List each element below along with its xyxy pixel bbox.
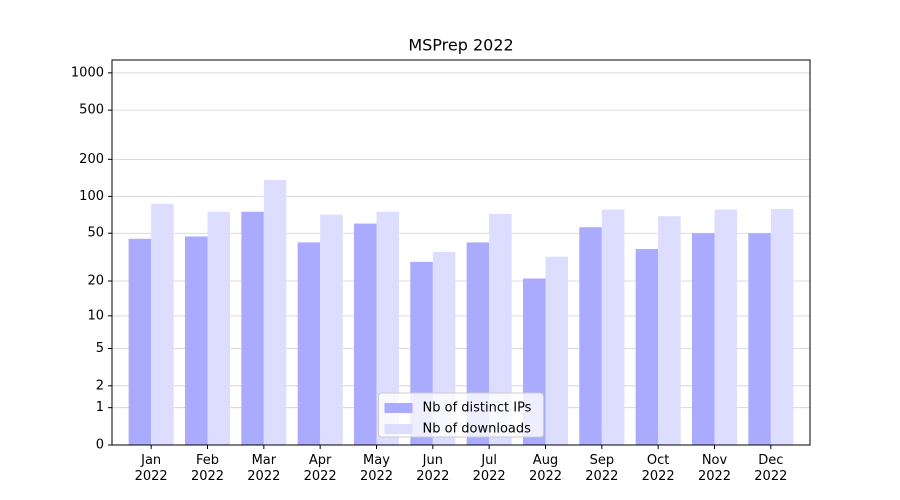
x-tick-label: May 2022	[359, 453, 394, 484]
bar	[207, 211, 231, 445]
y-tick-label: 5	[96, 341, 104, 356]
y-tick-label: 20	[87, 274, 104, 289]
legend-label: Nb of distinct IPs	[423, 401, 532, 416]
legend-frame	[378, 392, 544, 438]
bar	[241, 211, 264, 445]
bar	[658, 216, 681, 445]
y-tick-label: 500	[79, 103, 104, 118]
bar	[353, 223, 377, 445]
y-tick-label: 50	[87, 226, 104, 241]
y-tick-label: 0	[96, 438, 104, 453]
y-tick-label: 1000	[71, 65, 104, 80]
bar	[320, 214, 343, 445]
legend-swatch	[384, 424, 413, 434]
bar	[714, 209, 738, 445]
bar	[376, 211, 400, 445]
bar	[635, 249, 659, 445]
x-tick-label: Mar 2022	[247, 453, 281, 484]
bar	[184, 236, 208, 445]
x-tick-label: Jun 2022	[416, 453, 450, 484]
x-tick-label: Oct 2022	[641, 453, 675, 484]
bar	[151, 203, 174, 445]
x-tick-label: Nov 2022	[697, 453, 732, 484]
x-tick-label: Jul 2022	[472, 453, 506, 484]
bar	[545, 256, 569, 445]
chart-title: MSPrep 2022	[408, 36, 513, 55]
legend-label: Nb of downloads	[423, 422, 532, 437]
bar	[263, 179, 287, 445]
y-tick-label: 1	[96, 400, 104, 415]
x-tick-label: Jan 2022	[134, 453, 168, 484]
bar	[770, 208, 794, 445]
x-tick-label: Dec 2022	[754, 453, 788, 484]
legend-swatch	[384, 403, 413, 413]
y-tick-label: 10	[87, 308, 104, 323]
bar	[128, 238, 152, 445]
axes-frame	[111, 59, 811, 446]
bar	[489, 213, 512, 445]
x-tick-label: Feb 2022	[190, 453, 225, 484]
y-tick-label: 100	[79, 189, 104, 204]
bar	[579, 227, 602, 445]
bar	[601, 209, 625, 445]
y-tick-label: 2	[96, 378, 104, 393]
bar	[297, 242, 321, 445]
bar	[748, 233, 771, 445]
x-tick-label: Aug 2022	[528, 453, 563, 484]
bar	[691, 233, 715, 445]
y-tick-label: 200	[79, 152, 104, 167]
x-tick-label: Sep 2022	[585, 453, 619, 484]
x-tick-label: Apr 2022	[303, 453, 337, 484]
